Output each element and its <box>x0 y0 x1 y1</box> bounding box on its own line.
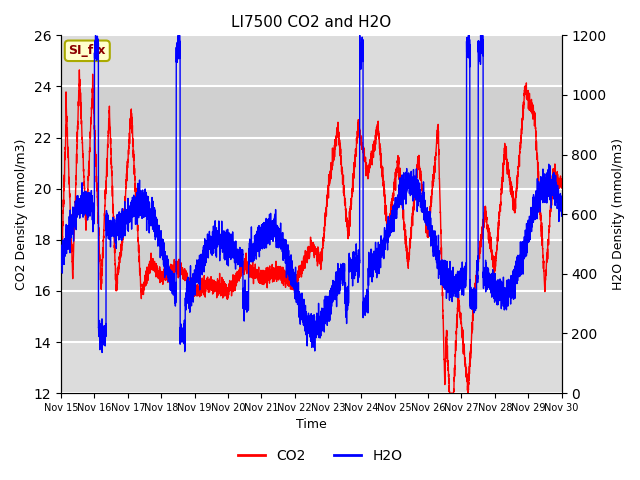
Y-axis label: CO2 Density (mmol/m3): CO2 Density (mmol/m3) <box>15 139 28 290</box>
X-axis label: Time: Time <box>296 419 326 432</box>
Y-axis label: H2O Density (mmol/m3): H2O Density (mmol/m3) <box>612 138 625 290</box>
Text: SI_flx: SI_flx <box>68 44 106 57</box>
Title: LI7500 CO2 and H2O: LI7500 CO2 and H2O <box>231 15 392 30</box>
Bar <box>61 240 561 342</box>
Legend: CO2, H2O: CO2, H2O <box>232 443 408 468</box>
Bar <box>61 86 561 189</box>
